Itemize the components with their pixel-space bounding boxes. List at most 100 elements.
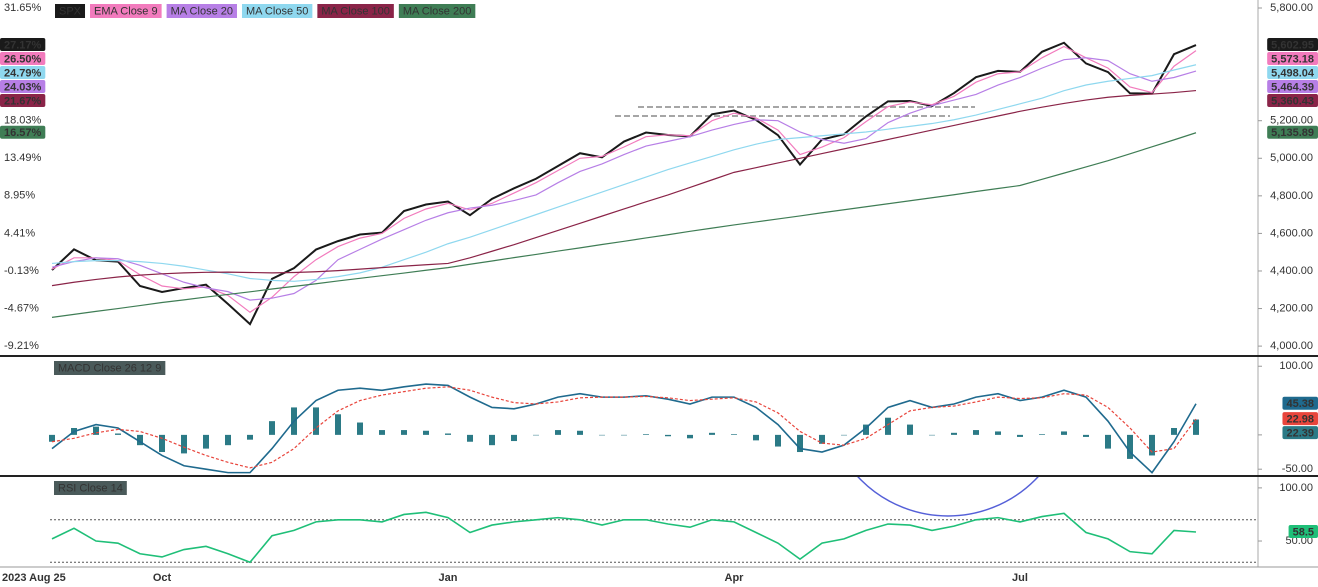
histogram-bar (181, 434, 187, 454)
y2-tick-label: 18.03% (4, 115, 42, 127)
series-line (51, 383, 1197, 474)
y2-tick-label: 4.41% (4, 227, 35, 239)
histogram-bar (929, 434, 935, 436)
legend-item[interactable]: MA Close 100 (321, 5, 389, 17)
left-value-tag (0, 94, 46, 108)
x-tick-label: Apr (725, 572, 745, 584)
series-line (51, 64, 1197, 282)
left-value-tag (0, 66, 46, 80)
histogram-bar (863, 424, 869, 435)
y-tick-label: 4,200.00 (1270, 302, 1313, 314)
right-value-tag (1282, 426, 1318, 440)
right-value-label: 5,602.95 (1271, 39, 1314, 51)
histogram-bar (753, 434, 759, 441)
histogram-bar (1171, 428, 1177, 435)
right-value-tag (1267, 125, 1318, 139)
histogram-bar (269, 421, 275, 435)
right-value-label: 5,498.04 (1271, 67, 1315, 79)
right-value-tag (1267, 52, 1318, 66)
y2-tick-label: 13.49% (4, 152, 42, 164)
y-tick-label: 5,000.00 (1270, 152, 1313, 164)
histogram-bar (687, 434, 693, 439)
histogram-bar (159, 434, 165, 453)
histogram-bar (137, 434, 143, 446)
series-line (51, 511, 1197, 564)
histogram-bar (203, 434, 209, 449)
histogram-bar (467, 434, 473, 442)
legend-item[interactable]: MA Close 200 (403, 5, 471, 17)
y2-tick-label: -9.21% (4, 340, 39, 352)
right-value-label: 5,573.18 (1271, 53, 1314, 65)
y-tick-label: 5,200.00 (1270, 115, 1313, 127)
histogram-bar (1039, 434, 1045, 435)
histogram-bar (797, 434, 803, 453)
panel-title: RSI Close 14 (58, 482, 123, 494)
histogram-bar (555, 430, 561, 435)
right-value-tag (1282, 412, 1318, 426)
histogram-bar (1017, 434, 1023, 437)
panel-title: MACD Close 26 12 9 (58, 362, 161, 374)
right-value-tag (1267, 94, 1318, 108)
histogram-bar (995, 431, 1001, 435)
right-value-label: 22.98 (1286, 414, 1314, 426)
left-value-label: 24.79% (4, 67, 42, 79)
right-value-tag (1267, 38, 1318, 52)
histogram-bar (577, 430, 583, 435)
histogram-bar (1149, 434, 1155, 456)
legend-item-bg[interactable] (241, 4, 313, 18)
legend-item[interactable]: MA Close 20 (171, 5, 233, 17)
histogram-bar (1083, 434, 1089, 437)
y-tick-label: 4,600.00 (1270, 227, 1313, 239)
histogram-bar (115, 433, 121, 435)
x-tick-label: Jul (1012, 572, 1028, 584)
histogram-bar (709, 432, 715, 435)
histogram-bar (1193, 419, 1199, 435)
left-value-label: 24.03% (4, 81, 42, 93)
right-value-tag (1267, 80, 1318, 94)
right-value-label: 5,135.89 (1271, 127, 1314, 139)
histogram-bar (1127, 434, 1133, 459)
y2-tick-label: -4.67% (4, 302, 39, 314)
legend-item-bg[interactable] (90, 4, 162, 18)
y-tick-label: 100.00 (1279, 482, 1313, 494)
histogram-bar (401, 430, 407, 435)
drawn-circle (857, 477, 1039, 517)
histogram-bar (643, 434, 649, 435)
right-value-tag (1267, 66, 1318, 80)
legend-item-bg[interactable] (317, 4, 394, 18)
histogram-bar (93, 426, 99, 435)
y-tick-label: 4,000.00 (1270, 340, 1313, 352)
histogram-bar (841, 434, 847, 436)
histogram-bar (973, 430, 979, 435)
histogram-bar (379, 430, 385, 435)
histogram-bar (819, 434, 825, 444)
x-tick-label: 2023 Aug 25 (2, 572, 66, 584)
right-value-label: 45.38 (1286, 398, 1314, 410)
left-value-label: 27.17% (4, 39, 42, 51)
series-line (51, 132, 1197, 318)
histogram-bar (357, 422, 363, 435)
legend-item-bg[interactable] (398, 4, 476, 18)
panel-title-bg (54, 481, 127, 495)
legend-item-bg[interactable] (166, 4, 237, 18)
histogram-bar (951, 432, 957, 435)
left-value-tag (0, 125, 46, 139)
left-value-label: 26.50% (4, 53, 42, 65)
left-value-tag (0, 38, 46, 52)
right-value-tag (1288, 524, 1318, 538)
legend-item-bg[interactable] (55, 4, 86, 18)
right-value-label: 22.39 (1286, 428, 1314, 440)
histogram-bar (1105, 434, 1111, 449)
histogram-bar (489, 434, 495, 446)
right-value-label: 58.5 (1293, 526, 1314, 538)
legend-item[interactable]: MA Close 50 (246, 5, 308, 17)
x-tick-label: Jan (439, 572, 458, 584)
y2-tick-label: 31.65% (4, 2, 42, 14)
histogram-bar (335, 414, 341, 435)
legend-item[interactable]: SPX (59, 5, 82, 17)
legend-item[interactable]: EMA Close 9 (94, 5, 158, 17)
left-value-label: 21.67% (4, 95, 42, 107)
y-tick-label: 4,800.00 (1270, 190, 1313, 202)
histogram-bar (907, 424, 913, 435)
